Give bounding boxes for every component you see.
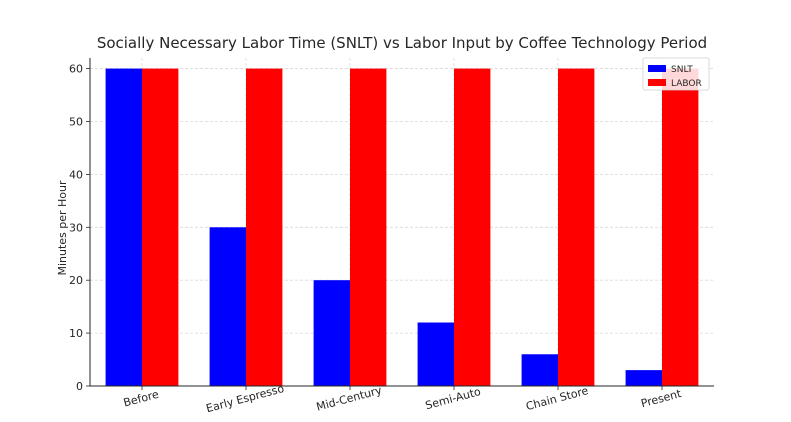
bar-snlt-3 bbox=[417, 322, 454, 386]
bar-labor-2 bbox=[350, 68, 387, 387]
bar-labor-0 bbox=[142, 68, 179, 387]
chart-title: Socially Necessary Labor Time (SNLT) vs … bbox=[97, 34, 707, 52]
y-tick-label: 10 bbox=[69, 327, 83, 340]
y-tick-label: 40 bbox=[69, 168, 83, 181]
x-tick-label: Mid-Century bbox=[315, 384, 384, 414]
x-ticks: Before Early Espresso Mid-Century Semi-Auto… bbox=[122, 382, 683, 415]
x-tick-label: Present bbox=[639, 387, 683, 410]
x-tick-label: Early Espresso bbox=[205, 382, 286, 415]
bar-labor-5 bbox=[662, 68, 699, 387]
legend: SNLT LABOR bbox=[642, 57, 710, 91]
y-tick-label: 20 bbox=[69, 274, 83, 287]
bar-snlt-4 bbox=[521, 354, 558, 386]
axes bbox=[89, 58, 714, 387]
bar-snlt-0 bbox=[105, 68, 142, 387]
bars bbox=[105, 68, 699, 387]
legend-swatch-labor bbox=[648, 79, 666, 86]
bar-snlt-1 bbox=[209, 227, 246, 386]
legend-label-snlt: SNLT bbox=[671, 65, 693, 75]
x-tick-label: Chain Store bbox=[525, 384, 590, 413]
y-tick-label: 50 bbox=[69, 115, 83, 128]
grid bbox=[90, 58, 714, 387]
legend-swatch-snlt bbox=[648, 65, 666, 72]
x-tick-label: Before bbox=[122, 388, 160, 410]
bar-snlt-5 bbox=[625, 370, 662, 386]
bar-snlt-2 bbox=[313, 280, 350, 386]
legend-label-labor: LABOR bbox=[671, 79, 702, 89]
y-ticks: 0 10 20 30 40 50 60 bbox=[69, 63, 90, 393]
bar-labor-4 bbox=[558, 68, 595, 387]
y-axis-label: Minutes per Hour bbox=[56, 180, 69, 276]
y-tick-label: 30 bbox=[69, 221, 83, 234]
bar-labor-1 bbox=[246, 68, 283, 387]
y-tick-label: 0 bbox=[76, 380, 83, 393]
bar-labor-3 bbox=[454, 68, 491, 387]
x-tick-label: Semi-Auto bbox=[424, 385, 482, 412]
y-tick-label: 60 bbox=[69, 63, 83, 76]
